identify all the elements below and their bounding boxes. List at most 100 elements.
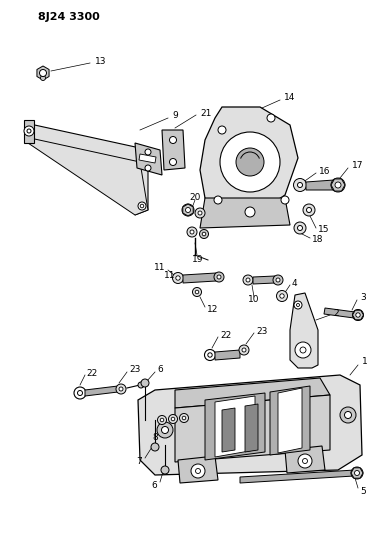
Circle shape (191, 464, 205, 478)
Circle shape (294, 222, 306, 234)
Circle shape (298, 225, 303, 230)
Polygon shape (324, 308, 355, 318)
Polygon shape (270, 386, 310, 455)
Circle shape (195, 290, 199, 294)
Circle shape (217, 275, 221, 279)
Polygon shape (306, 180, 334, 190)
Polygon shape (175, 395, 330, 462)
Circle shape (276, 278, 280, 282)
Circle shape (157, 422, 173, 438)
Text: 6: 6 (151, 481, 157, 489)
Circle shape (303, 204, 315, 216)
Circle shape (214, 272, 224, 282)
Circle shape (245, 207, 255, 217)
Polygon shape (135, 143, 162, 175)
Circle shape (138, 202, 146, 210)
Circle shape (78, 391, 83, 395)
Polygon shape (222, 408, 235, 452)
Circle shape (173, 272, 183, 284)
Circle shape (273, 275, 283, 285)
Polygon shape (24, 120, 34, 143)
Circle shape (27, 129, 31, 133)
Circle shape (40, 76, 45, 80)
Circle shape (331, 178, 345, 192)
Polygon shape (37, 66, 49, 80)
Polygon shape (178, 456, 218, 483)
Polygon shape (351, 468, 363, 478)
Text: 3: 3 (360, 293, 366, 302)
Circle shape (208, 353, 212, 357)
Circle shape (243, 275, 253, 285)
Polygon shape (331, 179, 345, 191)
Circle shape (293, 179, 306, 191)
Circle shape (39, 69, 47, 77)
Text: 6: 6 (157, 366, 163, 375)
Text: 8J24 3300: 8J24 3300 (38, 12, 100, 22)
Circle shape (204, 350, 215, 360)
Text: 4: 4 (292, 279, 298, 287)
Circle shape (294, 301, 302, 309)
Circle shape (196, 469, 201, 473)
Polygon shape (278, 388, 302, 453)
Circle shape (300, 347, 306, 353)
Text: 22: 22 (86, 368, 97, 377)
Text: 8: 8 (152, 433, 158, 442)
Polygon shape (205, 393, 265, 460)
Circle shape (356, 313, 360, 317)
Text: 14: 14 (284, 93, 295, 102)
Text: 13: 13 (95, 56, 107, 66)
Circle shape (354, 471, 359, 475)
Circle shape (145, 149, 151, 155)
Circle shape (199, 230, 209, 238)
Circle shape (202, 232, 206, 236)
Polygon shape (215, 396, 255, 457)
Circle shape (280, 294, 284, 298)
Circle shape (214, 196, 222, 204)
Circle shape (168, 415, 178, 424)
Circle shape (198, 211, 202, 215)
Polygon shape (215, 350, 240, 360)
Circle shape (140, 204, 144, 208)
Circle shape (295, 342, 311, 358)
Circle shape (277, 290, 288, 302)
Text: 22: 22 (220, 330, 231, 340)
Circle shape (170, 158, 176, 166)
Circle shape (195, 208, 205, 218)
Text: 11: 11 (164, 271, 176, 279)
Circle shape (187, 227, 197, 237)
Circle shape (340, 407, 356, 423)
Circle shape (239, 345, 249, 355)
Polygon shape (138, 375, 362, 475)
Text: 10: 10 (248, 295, 260, 304)
Circle shape (345, 411, 351, 418)
Text: 17: 17 (352, 161, 364, 171)
Polygon shape (240, 470, 355, 483)
Text: 15: 15 (318, 225, 330, 235)
Circle shape (157, 416, 167, 424)
Polygon shape (28, 138, 148, 215)
Polygon shape (290, 293, 318, 368)
Circle shape (145, 165, 151, 171)
Circle shape (281, 196, 289, 204)
Circle shape (193, 287, 201, 296)
Circle shape (116, 384, 126, 394)
Circle shape (119, 387, 123, 391)
Text: 12: 12 (207, 304, 219, 313)
Circle shape (220, 132, 280, 192)
Circle shape (182, 416, 186, 420)
Text: 18: 18 (312, 236, 324, 245)
Text: 5: 5 (360, 487, 366, 496)
Text: 7: 7 (136, 456, 142, 465)
Polygon shape (135, 163, 148, 215)
Text: 9: 9 (172, 111, 178, 120)
Text: 21: 21 (200, 109, 211, 117)
Text: 16: 16 (319, 166, 330, 175)
Polygon shape (183, 204, 193, 216)
Text: 2: 2 (333, 309, 338, 318)
Circle shape (141, 379, 149, 387)
Circle shape (218, 126, 226, 134)
Circle shape (236, 148, 264, 176)
Circle shape (151, 443, 159, 451)
Polygon shape (285, 446, 325, 473)
Circle shape (160, 418, 164, 422)
